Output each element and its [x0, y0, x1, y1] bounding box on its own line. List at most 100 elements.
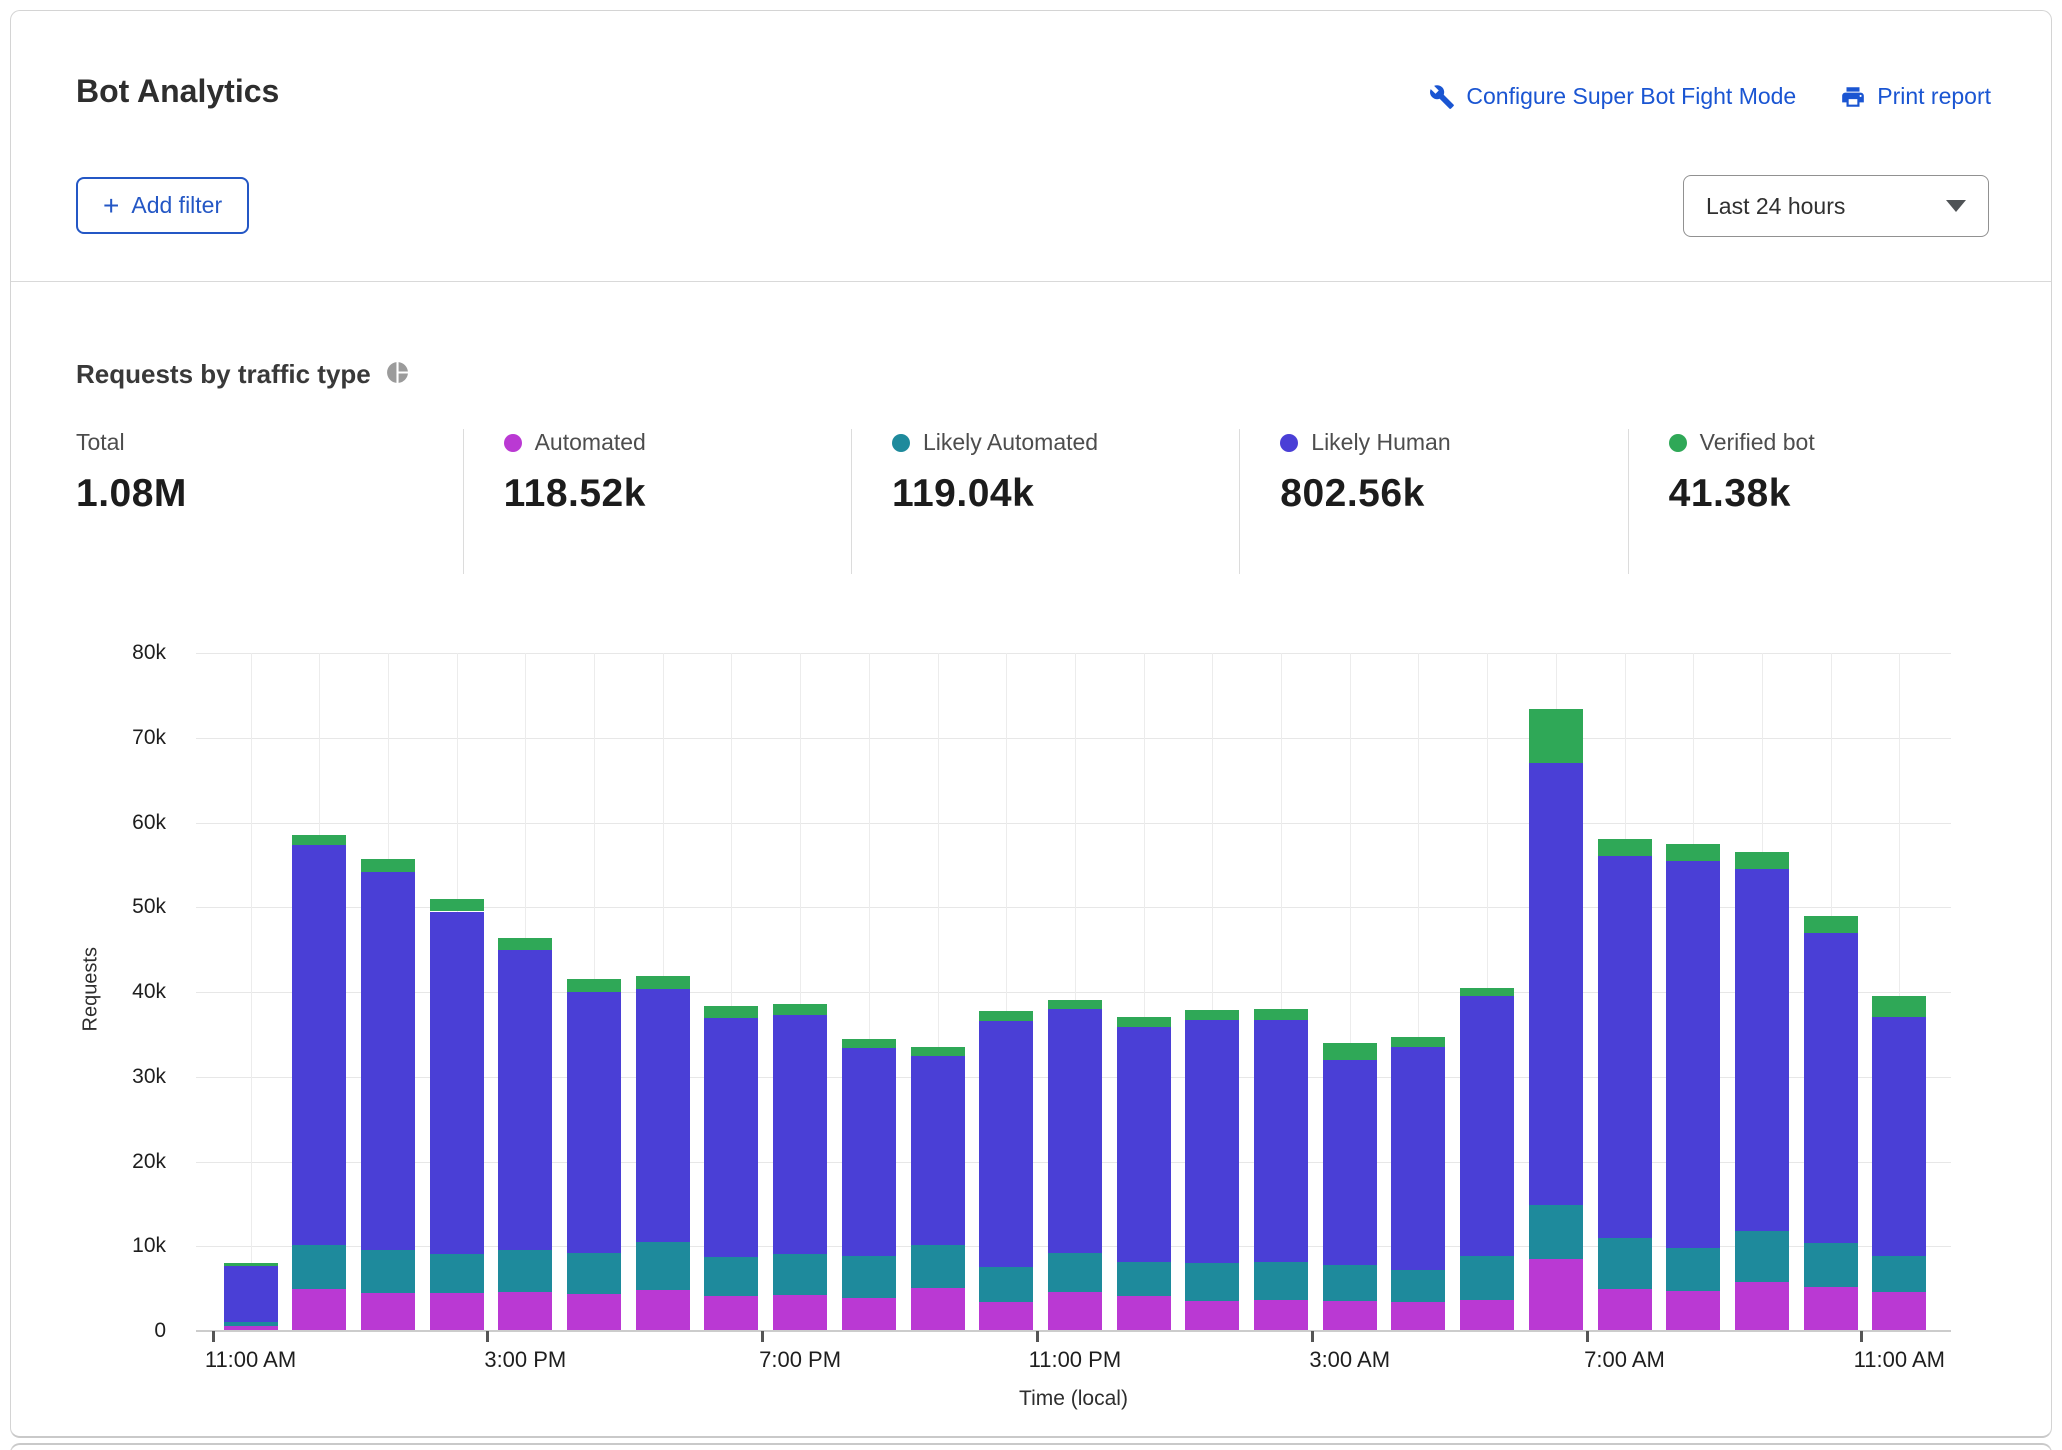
bar-segment-automated[interactable] — [429, 1292, 484, 1331]
bar-segment-automated[interactable] — [567, 1293, 621, 1331]
bar-segment-likely-automated[interactable] — [360, 1250, 415, 1293]
stacked-bar[interactable] — [360, 858, 415, 1331]
bar-segment-likely-automated[interactable] — [1254, 1261, 1308, 1300]
bar-segment-likely-automated[interactable] — [1322, 1264, 1377, 1302]
bar-segment-automated[interactable] — [1597, 1288, 1652, 1331]
bar-segment-automated[interactable] — [979, 1302, 1034, 1331]
bar-segment-verified-bot[interactable] — [1185, 1009, 1240, 1020]
bar-segment-likely-human[interactable] — [292, 844, 347, 1245]
stacked-bar[interactable] — [704, 1006, 759, 1331]
bar-segment-verified-bot[interactable] — [223, 1263, 278, 1266]
bar-segment-likely-human[interactable] — [360, 871, 415, 1251]
bar-segment-likely-human[interactable] — [1460, 996, 1515, 1256]
stacked-bar[interactable] — [1047, 999, 1102, 1331]
stacked-bar[interactable] — [841, 1039, 896, 1331]
stacked-bar[interactable] — [223, 1263, 278, 1331]
bar-segment-likely-human[interactable] — [1116, 1026, 1171, 1262]
bar-segment-likely-automated[interactable] — [1666, 1247, 1721, 1292]
bar-segment-automated[interactable] — [1116, 1296, 1171, 1331]
bar-segment-likely-automated[interactable] — [979, 1266, 1034, 1303]
bar-segment-automated[interactable] — [360, 1292, 415, 1331]
bar-segment-likely-human[interactable] — [910, 1055, 965, 1245]
bar-segment-automated[interactable] — [1666, 1291, 1721, 1331]
bar-segment-automated[interactable] — [498, 1292, 553, 1331]
bar-segment-likely-automated[interactable] — [1116, 1261, 1171, 1297]
bar-segment-verified-bot[interactable] — [1460, 987, 1515, 997]
stacked-bar[interactable] — [292, 835, 347, 1331]
time-range-dropdown[interactable]: Last 24 hours — [1683, 175, 1989, 237]
bar-segment-likely-human[interactable] — [1254, 1019, 1308, 1262]
bar-segment-automated[interactable] — [704, 1296, 759, 1331]
bar-segment-likely-automated[interactable] — [1460, 1255, 1515, 1301]
stacked-bar[interactable] — [1116, 1016, 1171, 1331]
bar-segment-likely-human[interactable] — [1666, 860, 1721, 1248]
bar-segment-automated[interactable] — [1322, 1301, 1377, 1331]
bar-segment-likely-human[interactable] — [1597, 856, 1652, 1238]
stacked-bar[interactable] — [1734, 852, 1789, 1331]
bar-segment-automated[interactable] — [1391, 1302, 1446, 1331]
stacked-bar[interactable] — [1391, 1036, 1446, 1331]
stacked-bar[interactable] — [979, 1010, 1034, 1331]
bar-segment-likely-automated[interactable] — [1047, 1253, 1102, 1292]
bar-segment-verified-bot[interactable] — [360, 858, 415, 872]
bar-segment-verified-bot[interactable] — [1734, 852, 1789, 870]
stacked-bar[interactable] — [773, 1003, 828, 1331]
bar-segment-likely-human[interactable] — [1047, 1008, 1102, 1254]
bar-segment-automated[interactable] — [292, 1288, 347, 1331]
bar-segment-verified-bot[interactable] — [841, 1039, 896, 1048]
bar-segment-automated[interactable] — [1803, 1286, 1858, 1331]
bar-segment-likely-automated[interactable] — [429, 1253, 484, 1293]
stacked-bar[interactable] — [1803, 915, 1858, 1331]
bar-segment-verified-bot[interactable] — [292, 835, 347, 845]
bar-segment-verified-bot[interactable] — [429, 898, 484, 912]
bar-segment-automated[interactable] — [223, 1325, 278, 1331]
bar-segment-automated[interactable] — [1254, 1299, 1308, 1331]
bar-segment-likely-automated[interactable] — [704, 1257, 759, 1297]
stacked-bar[interactable] — [1666, 843, 1721, 1331]
bar-segment-verified-bot[interactable] — [498, 937, 553, 951]
bar-segment-likely-human[interactable] — [223, 1265, 278, 1322]
stacked-bar[interactable] — [1322, 1042, 1377, 1331]
bar-segment-verified-bot[interactable] — [1666, 843, 1721, 861]
bar-segment-verified-bot[interactable] — [910, 1047, 965, 1056]
bar-segment-automated[interactable] — [1528, 1258, 1583, 1331]
bar-segment-verified-bot[interactable] — [773, 1003, 828, 1015]
bar-segment-likely-automated[interactable] — [498, 1249, 553, 1292]
bar-segment-likely-human[interactable] — [1185, 1019, 1240, 1264]
bar-segment-likely-automated[interactable] — [1391, 1269, 1446, 1303]
bar-segment-likely-automated[interactable] — [1803, 1242, 1858, 1287]
bar-segment-verified-bot[interactable] — [1872, 996, 1927, 1018]
bar-segment-likely-human[interactable] — [979, 1020, 1034, 1267]
bar-segment-automated[interactable] — [841, 1297, 896, 1331]
bar-segment-likely-human[interactable] — [1528, 763, 1583, 1205]
bar-segment-automated[interactable] — [1185, 1301, 1240, 1331]
stacked-bar[interactable] — [910, 1047, 965, 1331]
bar-segment-likely-human[interactable] — [1391, 1047, 1446, 1270]
print-report-link[interactable]: Print report — [1840, 83, 1991, 110]
bar-segment-likely-automated[interactable] — [773, 1253, 828, 1295]
bar-segment-verified-bot[interactable] — [635, 975, 690, 989]
bar-segment-likely-automated[interactable] — [635, 1242, 690, 1291]
stacked-bar[interactable] — [1254, 1008, 1308, 1331]
bar-segment-likely-human[interactable] — [704, 1018, 759, 1258]
bar-segment-verified-bot[interactable] — [567, 979, 621, 992]
bar-segment-likely-human[interactable] — [1322, 1059, 1377, 1265]
bar-segment-likely-automated[interactable] — [910, 1244, 965, 1288]
bar-segment-automated[interactable] — [910, 1287, 965, 1331]
bar-segment-likely-human[interactable] — [429, 911, 484, 1254]
bar-segment-likely-human[interactable] — [567, 992, 621, 1254]
bar-segment-automated[interactable] — [1460, 1300, 1515, 1331]
bar-segment-verified-bot[interactable] — [1803, 915, 1858, 933]
bar-segment-verified-bot[interactable] — [1322, 1042, 1377, 1060]
stacked-bar[interactable] — [1185, 1009, 1240, 1331]
bar-segment-verified-bot[interactable] — [1597, 839, 1652, 857]
bar-segment-likely-automated[interactable] — [223, 1321, 278, 1326]
bar-segment-likely-human[interactable] — [498, 950, 553, 1250]
bar-segment-automated[interactable] — [635, 1290, 690, 1331]
bar-segment-likely-human[interactable] — [773, 1014, 828, 1254]
stacked-bar[interactable] — [635, 975, 690, 1331]
bar-segment-likely-human[interactable] — [841, 1047, 896, 1256]
bar-segment-verified-bot[interactable] — [1528, 708, 1583, 764]
bar-segment-automated[interactable] — [773, 1294, 828, 1331]
bar-segment-likely-automated[interactable] — [841, 1255, 896, 1298]
